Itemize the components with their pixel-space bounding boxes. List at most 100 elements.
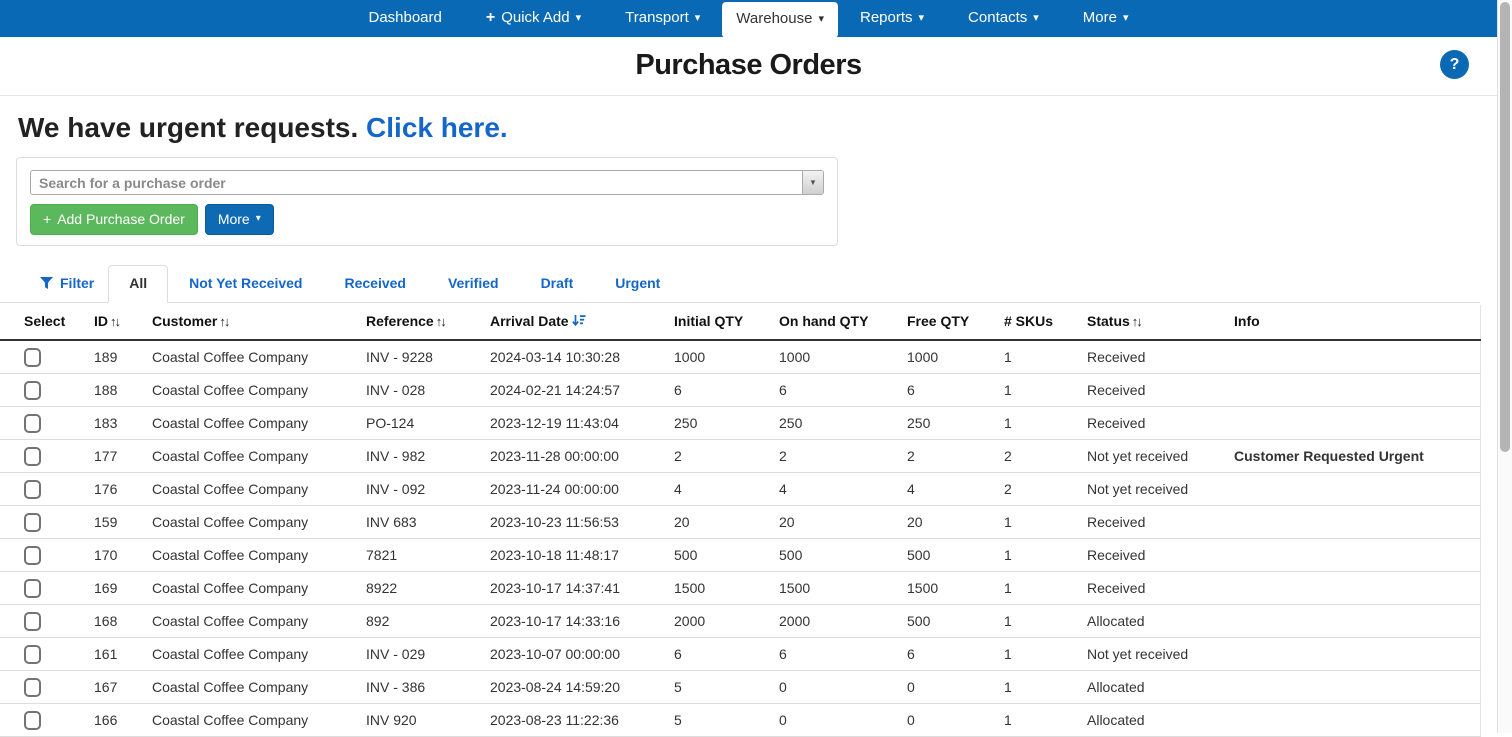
tab-received[interactable]: Received [344,274,406,291]
po-table-body: 189 Coastal Coffee Company INV - 9228 20… [0,339,1480,737]
nav-item-transport[interactable]: Transport ▾ [603,0,722,35]
nav-item-contacts[interactable]: Contacts ▾ [946,0,1061,35]
search-dropdown-button[interactable]: ▼ [802,171,823,194]
cell-customer: Coastal Coffee Company [135,406,349,440]
row-checkbox[interactable] [24,677,41,697]
cell-initial-qty: 4 [657,472,762,506]
cell-free-qty: 500 [890,604,987,638]
row-select-cell [0,373,77,407]
row-checkbox[interactable] [24,611,41,631]
cell-reference: 8922 [349,571,473,605]
tab-not-yet-received[interactable]: Not Yet Received [189,274,303,291]
cell-on-hand-qty: 2 [762,439,890,473]
column-header-on-hand-qty: On hand QTY [762,304,890,341]
row-select-cell [0,505,77,539]
chevron-down-icon: ▾ [918,11,925,24]
cell-arrival-date: 2023-10-17 14:37:41 [473,571,657,605]
cell-on-hand-qty: 250 [762,406,890,440]
cell-skus: 2 [987,472,1070,506]
table-row: 188 Coastal Coffee Company INV - 028 202… [0,373,1480,407]
row-checkbox[interactable] [24,545,41,565]
cell-arrival-date: 2023-12-19 11:43:04 [473,406,657,440]
cell-info [1217,406,1480,440]
cell-id: 177 [77,439,135,473]
cell-customer: Coastal Coffee Company [135,670,349,704]
cell-initial-qty: 1500 [657,571,762,605]
cell-skus: 1 [987,538,1070,572]
column-header-initial-qty: Initial QTY [657,304,762,341]
cell-initial-qty: 250 [657,406,762,440]
column-header-id[interactable]: ID ↑↓ [77,304,135,341]
table-row: 169 Coastal Coffee Company 8922 2023-10-… [0,571,1480,605]
cell-id: 168 [77,604,135,638]
add-purchase-order-button[interactable]: + Add Purchase Order [30,204,198,235]
column-header-free-qty: Free QTY [890,304,987,341]
row-select-cell [0,571,77,605]
chevron-down-icon: ▾ [1122,11,1129,24]
row-checkbox[interactable] [24,479,41,499]
nav-item-quick-add[interactable]: + Quick Add ▾ [464,0,603,35]
nav-item-more[interactable]: More ▾ [1061,0,1151,35]
column-header-customer[interactable]: Customer ↑↓ [135,304,349,341]
row-checkbox[interactable] [24,413,41,433]
row-select-cell [0,637,77,671]
tab-verified[interactable]: Verified [447,274,499,291]
add-purchase-order-label: Add Purchase Order [57,211,185,227]
cell-customer: Coastal Coffee Company [135,703,349,737]
row-checkbox[interactable] [24,710,41,730]
sort-icon[interactable]: ↑↓ [110,313,121,329]
cell-skus: 1 [987,373,1070,407]
nav-item-dashboard[interactable]: Dashboard [346,0,463,35]
cell-reference: INV - 092 [349,472,473,506]
row-checkbox[interactable] [24,512,41,532]
table-row: 159 Coastal Coffee Company INV 683 2023-… [0,505,1480,539]
cell-free-qty: 6 [890,373,987,407]
tab-draft[interactable]: Draft [540,274,574,291]
urgent-banner-link[interactable]: Click here. [366,112,508,143]
search-input[interactable] [31,171,802,194]
row-checkbox[interactable] [24,446,41,466]
row-checkbox[interactable] [24,380,41,400]
nav-item-warehouse[interactable]: Warehouse ▾ [722,2,838,38]
filter-label: Filter [60,274,95,291]
more-button[interactable]: More ▾ [204,204,274,235]
cell-reference: PO-124 [349,406,473,440]
cell-id: 176 [77,472,135,506]
row-checkbox[interactable] [24,644,41,664]
column-header-reference[interactable]: Reference ↑↓ [349,304,473,341]
column-header-info: Info [1217,304,1480,341]
sort-icon[interactable]: ↑↓ [219,313,230,329]
chevron-down-icon: ▾ [818,12,824,25]
scrollbar-thumb[interactable] [1500,2,1510,452]
sort-descending-icon[interactable] [571,314,586,327]
chevron-down-icon: ▼ [809,178,817,187]
table-row: 166 Coastal Coffee Company INV 920 2023-… [0,703,1480,737]
row-checkbox[interactable] [24,578,41,598]
tab-all[interactable]: All [108,264,169,303]
row-checkbox[interactable] [24,347,41,367]
plus-icon: + [43,211,52,227]
cell-status: Allocated [1070,670,1217,704]
cell-free-qty: 20 [890,505,987,539]
column-header-arrival-date[interactable]: Arrival Date [473,304,657,341]
cell-skus: 1 [987,339,1070,374]
tab-urgent[interactable]: Urgent [615,274,661,291]
nav-label: Dashboard [368,9,442,26]
cell-reference: INV 920 [349,703,473,737]
cell-on-hand-qty: 4 [762,472,890,506]
sort-icon[interactable]: ↑↓ [1131,313,1143,329]
cell-info: Customer Requested Urgent [1217,439,1480,473]
filter-button[interactable]: Filter [40,266,108,302]
cell-customer: Coastal Coffee Company [135,637,349,671]
cell-initial-qty: 6 [657,373,762,407]
sort-icon[interactable]: ↑↓ [435,313,447,329]
cell-info [1217,538,1480,572]
cell-reference: INV - 386 [349,670,473,704]
nav-item-reports[interactable]: Reports ▾ [838,0,946,35]
cell-reference: 892 [349,604,473,638]
cell-free-qty: 4 [890,472,987,506]
cell-free-qty: 6 [890,637,987,671]
help-button[interactable]: ? [1440,50,1469,79]
cell-initial-qty: 6 [657,637,762,671]
column-header-status[interactable]: Status ↑↓ [1070,304,1217,341]
